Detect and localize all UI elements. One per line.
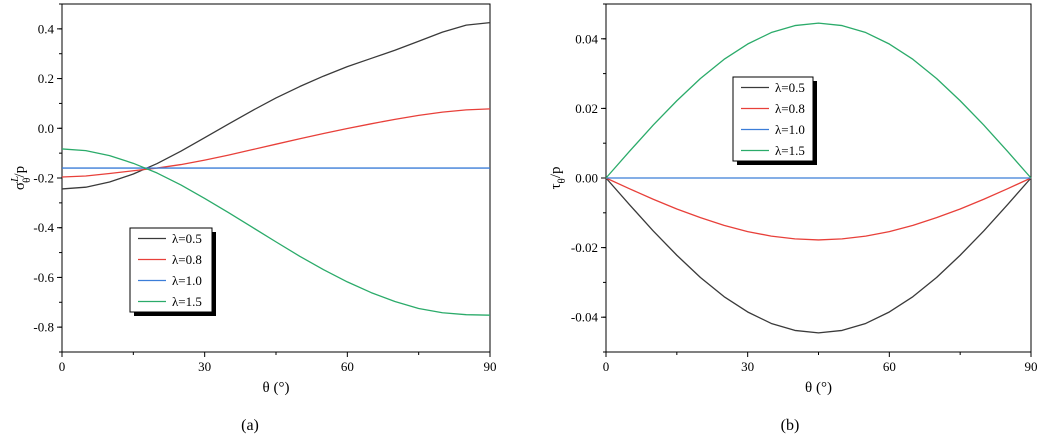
y-tick-label-b: 0.02 bbox=[575, 101, 598, 116]
y-axis-title-a: σLθ/p bbox=[9, 166, 33, 190]
chart-panel-a: 0 30 60 90 -0.8 -0.6 -0.4 -0.2 0.0 0.2 0.4 θ (°) σLθ… bbox=[9, 3, 497, 396]
legend-label-b-4: λ=1.5 bbox=[775, 143, 805, 158]
legend-label-a-2: λ=0.8 bbox=[172, 252, 202, 267]
legend-label-a-1: λ=0.5 bbox=[172, 231, 202, 246]
y-tick-label-a: -0.6 bbox=[33, 270, 54, 285]
panel-label-a: (a) bbox=[241, 417, 259, 434]
x-axis-title-a: θ (°) bbox=[263, 380, 290, 396]
legend-label-a-4: λ=1.5 bbox=[172, 294, 202, 309]
y-tick-label-a: -0.8 bbox=[33, 320, 54, 335]
y-tick-label-b: 0.00 bbox=[575, 171, 598, 186]
plot-frame-a bbox=[61, 3, 491, 353]
series-line-b-2 bbox=[605, 177, 1032, 241]
series-line-b-4 bbox=[605, 22, 1032, 179]
y-tick-label-b: 0.04 bbox=[575, 31, 598, 46]
x-tick-label-b: 0 bbox=[603, 359, 610, 374]
series-line-a-2 bbox=[61, 108, 491, 178]
x-tick-label-a: 60 bbox=[341, 359, 354, 374]
series-line-a-4 bbox=[61, 148, 491, 316]
x-tick-label-b: 30 bbox=[741, 359, 754, 374]
x-tick-label-b: 60 bbox=[883, 359, 896, 374]
legend-box-b bbox=[732, 76, 814, 162]
legend-box-a bbox=[129, 227, 213, 313]
y-axis-title-b: τθ/p bbox=[548, 167, 568, 190]
x-tick-label-a: 90 bbox=[484, 359, 497, 374]
y-tick-label-a: -0.2 bbox=[33, 171, 54, 186]
x-axis-title-b: θ (°) bbox=[805, 380, 832, 396]
x-tick-label-a: 30 bbox=[198, 359, 211, 374]
y-tick-label-a: 0.2 bbox=[38, 71, 54, 86]
y-tick-label-a: -0.4 bbox=[33, 220, 54, 235]
legend-label-b-3: λ=1.0 bbox=[775, 122, 805, 137]
panel-label-b: (b) bbox=[781, 417, 800, 434]
x-tick-label-a: 0 bbox=[59, 359, 66, 374]
legend-label-b-2: λ=0.8 bbox=[775, 101, 805, 116]
x-tick-label-b: 90 bbox=[1025, 359, 1038, 374]
y-tick-label-b: -0.02 bbox=[571, 240, 598, 255]
chart-panel-b: 0 30 60 90 -0.04 -0.02 0.00 0.02 0.04 θ (°) τθ/p λ=… bbox=[548, 3, 1038, 396]
legend-label-a-3: λ=1.0 bbox=[172, 273, 202, 288]
y-tick-label-a: 0.0 bbox=[38, 121, 54, 136]
series-line-b-1 bbox=[605, 177, 1032, 334]
y-tick-label-a: 0.4 bbox=[38, 21, 55, 36]
series-line-a-1 bbox=[61, 21, 491, 190]
legend-label-b-1: λ=0.5 bbox=[775, 80, 805, 95]
y-tick-label-b: -0.04 bbox=[571, 310, 599, 325]
